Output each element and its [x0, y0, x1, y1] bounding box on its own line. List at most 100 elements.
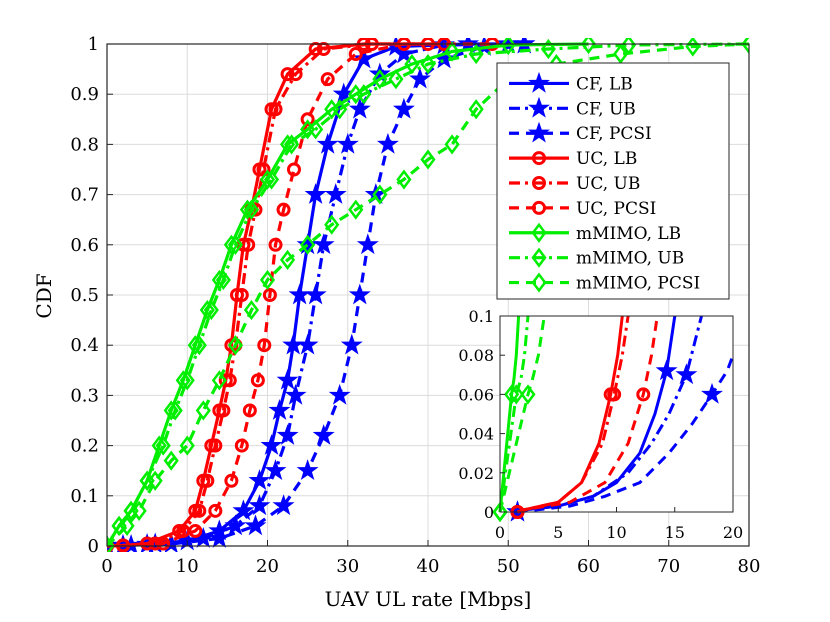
y-tick-label: 0.6: [70, 235, 99, 256]
data-point-mmimo-lb: [500, 38, 516, 56]
inset-line-cf-pcsi: [517, 354, 733, 514]
data-point-mmimo-pcsi: [119, 515, 135, 537]
series-mmimo-ub: [107, 38, 749, 552]
data-point-uc-lb: [280, 67, 295, 82]
data-point-cf-pcsi: [340, 333, 363, 355]
y-axis-title: CDF: [32, 273, 56, 318]
data-point-uc-pcsi: [224, 473, 239, 488]
inset-y-tick-label: 0.02: [458, 464, 494, 483]
main-series-group: [107, 38, 749, 552]
data-point-mmimo-ub: [243, 199, 260, 220]
legend-marker: [532, 151, 546, 166]
inset-y-tick-label: 0.1: [469, 307, 494, 326]
data-point-uc-pcsi: [262, 288, 277, 302]
x-tick-label: 10: [176, 556, 199, 577]
legend-entry-uc-lb: UC, LB: [509, 149, 637, 169]
main-ticks: 0 10 20 30 40 50 60 70 8000.10.20.30.40.50.60.70…: [70, 34, 760, 577]
data-point-uc-pcsi: [268, 237, 283, 252]
legend-entry-uc-ub: UC, UB: [509, 174, 640, 194]
x-tick-label: 20: [256, 556, 279, 577]
data-point-cf-lb: [304, 183, 327, 204]
data-point-uc-ub: [268, 102, 283, 117]
legend-entry-cf-pcsi: CF, PCSI: [509, 121, 652, 144]
legend-marker: [532, 200, 546, 215]
legend: CF, LB CF, UB CF, PCSI UC, LB UC, UB UC, PCSI…: [496, 62, 730, 300]
inset-line-uc-pcsi: [517, 316, 659, 514]
data-point-mmimo-pcsi: [131, 500, 147, 521]
data-point-mmimo-ub: [167, 400, 183, 421]
data-point-mmimo-lb: [163, 400, 179, 421]
data-point-uc-pcsi: [257, 338, 272, 353]
data-point-uc-pcsi: [208, 503, 223, 518]
data-point-uc-pcsi: [242, 403, 257, 418]
data-point-mmimo-ub: [155, 435, 171, 456]
legend-label: CF, PCSI: [576, 124, 652, 144]
inset-x-tick-label: 10: [606, 523, 626, 542]
inset-series-group: [492, 316, 733, 522]
data-point-cf-ub: [264, 459, 287, 481]
data-point-cf-pcsi: [392, 97, 415, 119]
x-tick-label: 40: [417, 556, 440, 577]
legend-label: UC, PCSI: [576, 199, 656, 219]
data-point-uc-ub: [234, 288, 249, 302]
inset-x-tick-label: 20: [723, 523, 743, 542]
y-tick-label: 0.9: [70, 84, 99, 105]
x-tick-label: 50: [497, 556, 520, 577]
inset-series-mmimo-pcsi: [492, 316, 546, 522]
legend-label: UC, UB: [576, 174, 640, 194]
data-point-cf-lb: [268, 398, 291, 420]
data-point-uc-ub: [192, 503, 207, 518]
data-point-mmimo-ub: [468, 43, 484, 65]
data-point-mmimo-ub: [308, 119, 324, 140]
legend-entry-cf-lb: CF, LB: [509, 71, 633, 94]
data-point-cf-ub: [284, 383, 307, 405]
data-point-uc-pcsi: [234, 438, 249, 453]
y-tick-label: 1: [88, 34, 99, 55]
data-point-cf-lb: [352, 47, 375, 69]
inset-line-uc-ub: [517, 316, 630, 514]
data-point-mmimo-ub: [388, 69, 404, 90]
series-uc-pcsi: [107, 38, 500, 552]
data-point-uc-pcsi: [348, 47, 363, 62]
data-point-mmimo-pcsi: [280, 249, 296, 270]
x-tick-label: 60: [577, 556, 600, 577]
inset-y-tick-label: 0.06: [458, 385, 494, 404]
legend-entry-cf-ub: CF, UB: [509, 96, 636, 119]
data-point-mmimo-ub: [356, 84, 372, 105]
data-point-cf-ub: [324, 183, 347, 204]
inset-data-point: [655, 359, 678, 381]
y-tick-label: 0: [88, 536, 99, 557]
inset-data-point: [675, 363, 698, 385]
data-point-mmimo-pcsi: [259, 269, 276, 291]
data-point-mmimo-ub: [420, 53, 436, 75]
data-point-uc-ub: [216, 403, 231, 418]
data-point-mmimo-ub: [215, 269, 231, 291]
legend-label: mMIMO, LB: [576, 224, 681, 244]
inset-data-point: [607, 387, 622, 402]
data-point-mmimo-pcsi: [107, 535, 115, 552]
data-point-mmimo-pcsi: [420, 149, 436, 170]
inset-chart: 0 5 10 15 20 0 0.02 0.04 0.06 0.08 0.1: [458, 307, 743, 542]
legend-label: CF, LB: [576, 74, 633, 94]
y-tick-label: 0.5: [70, 285, 99, 306]
data-point-cf-ub: [336, 132, 359, 154]
legend-label: CF, UB: [576, 99, 636, 119]
data-point-cf-pcsi: [208, 526, 231, 548]
x-tick-label: 70: [657, 556, 680, 577]
series-line-uc-pcsi: [107, 42, 493, 548]
data-point-uc-ub: [288, 67, 303, 82]
data-point-uc-lb: [230, 288, 245, 302]
data-point-mmimo-ub: [227, 234, 243, 255]
legend-marker: [531, 247, 547, 268]
inset-data-point: [636, 387, 651, 402]
data-point-mmimo-pcsi: [147, 470, 163, 491]
legend-label: mMIMO, PCSI: [576, 274, 700, 294]
data-point-cf-ub: [312, 233, 335, 255]
inset-line-uc-lb: [517, 316, 624, 514]
data-point-uc-pcsi: [320, 72, 335, 87]
inset-data-point: [701, 382, 723, 404]
data-point-cf-pcsi: [244, 514, 267, 536]
legend-marker: [528, 71, 550, 93]
data-point-cf-pcsi: [312, 424, 335, 445]
